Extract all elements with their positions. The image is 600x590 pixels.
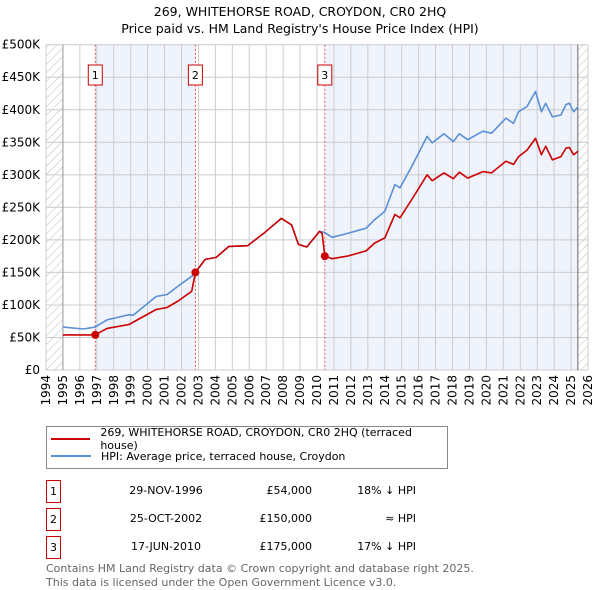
y-tick-label: £300K [2, 168, 42, 182]
x-tick-label: 2020 [479, 375, 493, 406]
x-tick-label: 2024 [547, 375, 561, 406]
x-tick-label: 2005 [225, 375, 239, 406]
transaction-price: £150,000 [259, 512, 313, 525]
sale-label-box [317, 64, 333, 86]
transaction-price: £54,000 [266, 484, 313, 497]
legend-swatch-blue [51, 455, 91, 457]
transaction-hpi: ≈ HPI [385, 512, 416, 525]
x-tick-label: 2014 [378, 375, 392, 406]
x-tick-label: 2026 [581, 375, 595, 406]
chart-title: 269, WHITEHORSE ROAD, CROYDON, CR0 2HQ [153, 4, 447, 19]
y-tick-label: £150K [2, 265, 42, 279]
sale-label-box [87, 64, 103, 86]
x-tick-label: 2023 [530, 375, 544, 406]
legend-item-property: 269, WHITEHORSE ROAD, CROYDON, CR0 2HQ (… [51, 426, 447, 452]
x-tick-label: 2003 [191, 375, 205, 406]
y-tick-label: £450K [2, 70, 42, 84]
sale-label: 3 [321, 69, 328, 82]
transaction-row: 1 29-NOV-1996 £54,000 18% ↓ HPI [46, 480, 446, 503]
x-tick-label: 2009 [293, 375, 307, 406]
y-tick-label: £250K [2, 200, 42, 214]
x-tick-label: 2000 [141, 375, 155, 406]
transaction-price: £175,000 [259, 540, 313, 553]
price-chart: 1994 1995 1996 1997 1998 1999 2000 2001 2002 2003… [2, 38, 595, 406]
x-tick-label: 2025 [564, 375, 578, 406]
transaction-date: 25-OCT-2002 [129, 512, 203, 525]
sale-point [320, 252, 329, 261]
legend-label-property: 269, WHITEHORSE ROAD, CROYDON, CR0 2HQ (… [100, 426, 412, 452]
x-tick-label: 2016 [412, 375, 426, 406]
sale-label-box [187, 64, 203, 86]
y-tick-label: £500K [2, 38, 42, 52]
x-tick-label: 2008 [276, 375, 290, 406]
x-tick-label: 2012 [344, 375, 358, 406]
transaction-date: 29-NOV-1996 [129, 484, 203, 497]
sale-point [91, 330, 100, 339]
y-tick-label: £50K [9, 330, 41, 344]
x-tick-label: 2004 [208, 375, 222, 406]
transaction-marker: 1 [46, 480, 61, 503]
footer-licence: This data is licensed under the Open Gov… [46, 576, 397, 589]
transaction-date: 17-JUN-2010 [130, 540, 202, 553]
x-tick-label: 2011 [327, 375, 341, 406]
x-tick-label: 1997 [90, 375, 104, 406]
sale-point [191, 268, 200, 277]
legend-item-hpi: HPI: Average price, terraced house, Croy… [51, 448, 345, 464]
y-tick-label: £200K [2, 233, 42, 247]
x-tick-label: 2018 [446, 375, 460, 406]
hpi-line [62, 90, 579, 330]
legend-label-hpi: HPI: Average price, terraced house, Croy… [101, 449, 346, 463]
x-tick-label: 2013 [361, 375, 375, 406]
x-tick-label: 2001 [158, 375, 172, 406]
y-tick-label: £400K [2, 103, 42, 117]
x-tick-label: 2015 [395, 375, 409, 406]
x-tick-label: 2006 [242, 375, 256, 406]
transaction-row: 2 25-OCT-2002 £150,000 ≈ HPI [46, 508, 446, 531]
footer-copyright: Contains HM Land Registry data © Crown c… [46, 562, 474, 575]
transaction-hpi: 17% ↓ HPI [357, 540, 416, 553]
x-tick-label: 1998 [107, 375, 121, 406]
x-tick-label: 1996 [73, 375, 87, 406]
x-tick-label: 2017 [429, 375, 443, 406]
x-tick-label: 2002 [175, 375, 189, 406]
legend-swatch-red [51, 438, 91, 440]
y-tick-label: £100K [2, 298, 42, 312]
x-tick-label: 1995 [56, 375, 70, 406]
transaction-marker: 3 [46, 536, 61, 559]
transaction-marker: 2 [46, 508, 61, 531]
transaction-hpi: 18% ↓ HPI [357, 484, 416, 497]
y-tick-label: £0 [25, 363, 40, 377]
sale-label: 2 [192, 69, 199, 82]
x-tick-label: 1994 [39, 375, 53, 406]
x-tick-label: 2019 [462, 375, 476, 406]
x-tick-label: 2010 [310, 375, 324, 406]
legend: 269, WHITEHORSE ROAD, CROYDON, CR0 2HQ (… [46, 426, 448, 469]
x-tick-label: 2022 [513, 375, 527, 406]
y-tick-label: £350K [2, 135, 42, 149]
transaction-row: 3 17-JUN-2010 £175,000 17% ↓ HPI [46, 536, 446, 559]
x-tick-label: 1999 [124, 375, 138, 406]
x-tick-label: 2021 [496, 375, 510, 406]
x-tick-label: 2007 [259, 375, 273, 406]
sale-label: 1 [92, 69, 99, 82]
chart-subtitle: Price paid vs. HM Land Registry's House … [121, 21, 479, 36]
